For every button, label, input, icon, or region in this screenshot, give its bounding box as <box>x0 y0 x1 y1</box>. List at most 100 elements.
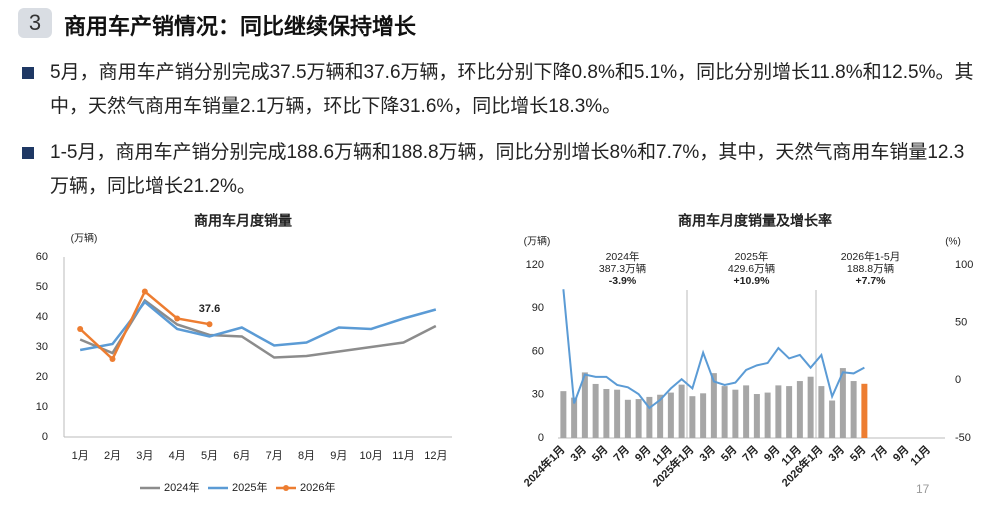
annotation: 2024年 <box>606 250 640 263</box>
y-tick-label: 40 <box>36 311 48 323</box>
bar <box>689 396 696 438</box>
x-tick-label: 5月 <box>589 443 610 464</box>
x-tick-label: 9月 <box>330 450 347 462</box>
bar <box>678 384 685 438</box>
bar <box>571 397 578 438</box>
x-tick-label: 6月 <box>233 450 250 462</box>
y-tick-label: 90 <box>532 302 544 314</box>
y-tick-label: 60 <box>532 345 544 357</box>
x-tick-label: 7月 <box>611 443 632 464</box>
bar <box>732 389 739 438</box>
x-tick-label: 7月 <box>740 443 761 464</box>
bar <box>700 393 707 438</box>
x-tick-label: 1月 <box>72 450 89 462</box>
y-tick-label: 30 <box>36 341 48 353</box>
x-tick-label: 3月 <box>826 443 847 464</box>
y2-tick-label: 0 <box>955 374 961 386</box>
point <box>109 356 116 362</box>
x-tick-label: 3月 <box>136 450 153 462</box>
growth-line <box>562 289 865 410</box>
x-tick-label: 5月 <box>201 450 218 462</box>
x-tick-label: 10月 <box>360 450 383 462</box>
x-tick-label: 2月 <box>104 450 121 462</box>
bar <box>861 383 868 438</box>
y-tick-label: 30 <box>532 389 544 401</box>
x-tick-label: 5月 <box>718 443 739 464</box>
y-axis-unit: (万辆) <box>71 232 98 245</box>
annotation: 429.6万辆 <box>728 262 775 275</box>
y-tick-label: 60 <box>36 251 48 263</box>
bar <box>829 400 836 438</box>
annotation: 387.3万辆 <box>599 262 646 275</box>
y2-axis-unit: (%) <box>945 237 961 248</box>
point <box>141 288 148 295</box>
legend-label: 2026年 <box>300 480 335 494</box>
y2-tick-label: 100 <box>955 259 973 271</box>
x-tick-label: 8月 <box>298 450 315 462</box>
bar <box>667 392 674 438</box>
x-tick-label: 12月 <box>424 450 447 462</box>
chart-title: 商用车月度销量 <box>194 213 292 229</box>
bar <box>743 385 750 438</box>
bar <box>796 381 803 438</box>
bullet-list: 5月，商用车产销分别完成37.5万辆和37.6万辆，环比分别下降0.8%和5.1… <box>22 56 982 216</box>
legend-marker <box>283 485 289 491</box>
data-label: 37.6 <box>199 303 220 315</box>
y2-tick-label: 50 <box>955 317 967 329</box>
point <box>174 315 181 322</box>
y-tick-label: 10 <box>36 401 48 413</box>
bar <box>560 391 567 438</box>
bar <box>635 399 642 438</box>
annotation: 2026年1-5月 <box>841 250 901 263</box>
x-tick-label: 3月 <box>568 443 589 464</box>
slide-title: 商用车产销情况：同比继续保持增长 <box>64 14 417 39</box>
bar <box>839 368 846 438</box>
bar <box>592 383 599 438</box>
series-line <box>79 298 437 359</box>
bullet: 1-5月，商用车产销分别完成188.6万辆和188.8万辆，同比分别增长8%和7… <box>22 136 982 204</box>
bar <box>603 388 610 438</box>
annotation: +7.7% <box>855 275 886 287</box>
bar <box>764 392 771 438</box>
bullet: 5月，商用车产销分别完成37.5万辆和37.6万辆，环比分别下降0.8%和5.1… <box>22 56 982 124</box>
section-number: 3 <box>18 8 52 38</box>
annotation: 188.8万辆 <box>847 262 894 275</box>
bar <box>753 394 760 438</box>
y-tick-label: 120 <box>526 259 544 271</box>
x-tick-label: 9月 <box>890 443 911 464</box>
annotation: +10.9% <box>734 275 771 287</box>
page-number: 17 <box>916 482 930 496</box>
bar <box>775 385 782 438</box>
annotation: 2025年 <box>735 250 769 263</box>
x-tick-label: 2024年1月 <box>520 442 567 489</box>
annotation: -3.9% <box>609 275 637 287</box>
bar <box>710 373 717 438</box>
y-tick-label: 50 <box>36 281 48 293</box>
bar <box>818 386 825 438</box>
legend-label: 2025年 <box>232 480 267 494</box>
series-line <box>79 300 437 352</box>
legend-label: 2024年 <box>164 480 199 494</box>
bar <box>657 394 664 438</box>
bar <box>721 386 728 438</box>
bar <box>614 389 621 438</box>
x-tick-label: 5月 <box>847 443 868 464</box>
chart-title: 商用车月度销量及增长率 <box>678 213 832 229</box>
x-tick-label: 7月 <box>869 443 890 464</box>
x-tick-label: 3月 <box>697 443 718 464</box>
point <box>77 326 84 332</box>
x-tick-label: 7月 <box>266 450 283 462</box>
bar <box>807 376 814 438</box>
y-tick-label: 20 <box>36 371 48 383</box>
bar <box>786 386 793 438</box>
y-axis-unit: (万辆) <box>524 235 551 248</box>
x-tick-label: 9月 <box>632 443 653 464</box>
x-tick-label: 9月 <box>761 443 782 464</box>
y-tick-label: 0 <box>538 432 544 444</box>
bar <box>581 372 588 438</box>
x-tick-label: 11月 <box>908 443 933 468</box>
x-tick-label: 11月 <box>392 450 414 462</box>
point <box>206 321 213 328</box>
